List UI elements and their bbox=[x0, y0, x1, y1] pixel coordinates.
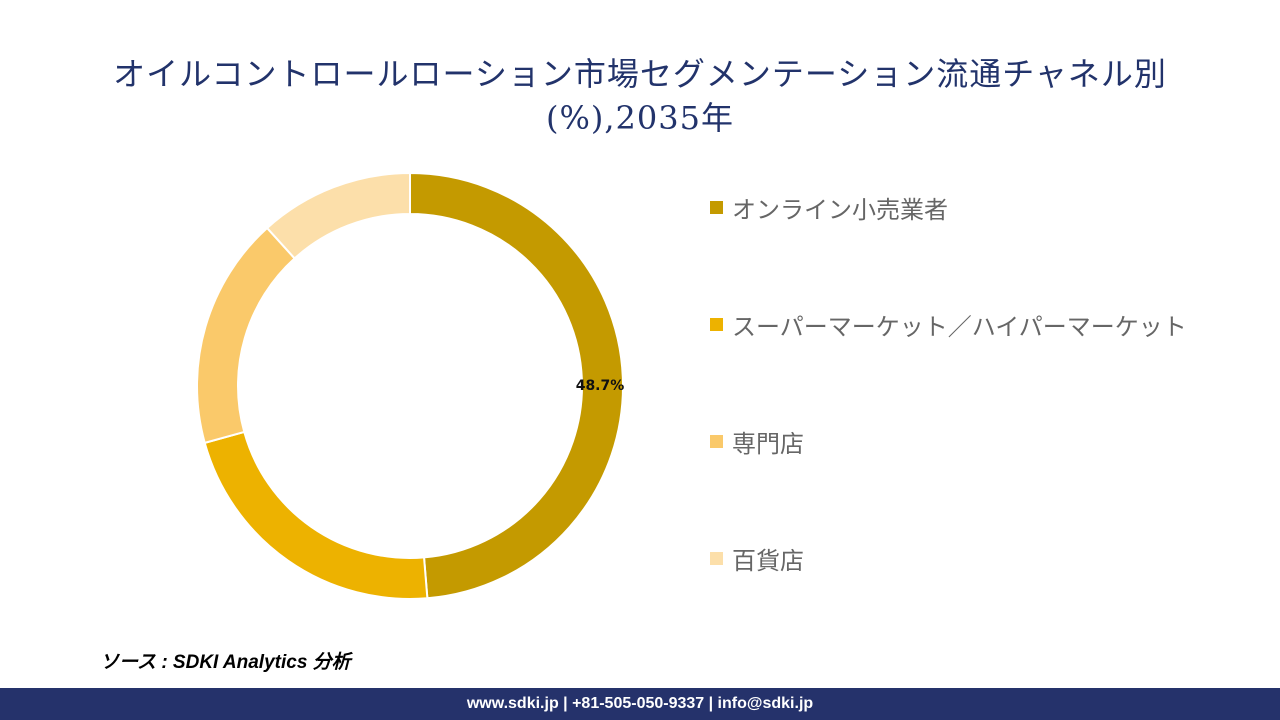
source-note: ソース : SDKI Analytics 分析 bbox=[100, 652, 351, 673]
legend-swatch bbox=[710, 318, 723, 331]
donut-slice-2 bbox=[203, 430, 429, 600]
legend-swatch bbox=[710, 552, 723, 565]
legend-item: 専門店 bbox=[710, 424, 804, 459]
footer-contact: www.sdki.jp | +81-505-050-9337 | info@sd… bbox=[0, 688, 1280, 720]
legend-item: オンライン小売業者 bbox=[710, 190, 948, 225]
chart-title-line1: オイルコントロールローション市場セグメンテーション流通チャネル別 bbox=[113, 55, 1167, 93]
legend-swatch bbox=[710, 435, 723, 448]
legend-label: スーパーマーケット／ハイパーマーケット bbox=[732, 313, 1187, 341]
legend-item: 百貨店 bbox=[710, 541, 804, 576]
legend-label: 百貨店 bbox=[732, 547, 804, 575]
legend-label: オンライン小売業者 bbox=[732, 196, 948, 224]
chart-title: オイルコントロールローション市場セグメンテーション流通チャネル別 (%),203… bbox=[0, 52, 1280, 140]
legend-item: スーパーマーケット／ハイパーマーケット bbox=[710, 307, 1187, 342]
data-label: 48.7% bbox=[576, 378, 625, 394]
donut-slice-3 bbox=[196, 226, 297, 445]
donut-chart: 48.7% bbox=[196, 171, 625, 600]
donut-slice-4 bbox=[265, 171, 411, 260]
donut-slice-1 bbox=[409, 171, 624, 600]
legend-label: 専門店 bbox=[732, 430, 804, 458]
legend-swatch bbox=[710, 201, 723, 214]
chart-title-line2: (%),2035年 bbox=[546, 99, 734, 137]
